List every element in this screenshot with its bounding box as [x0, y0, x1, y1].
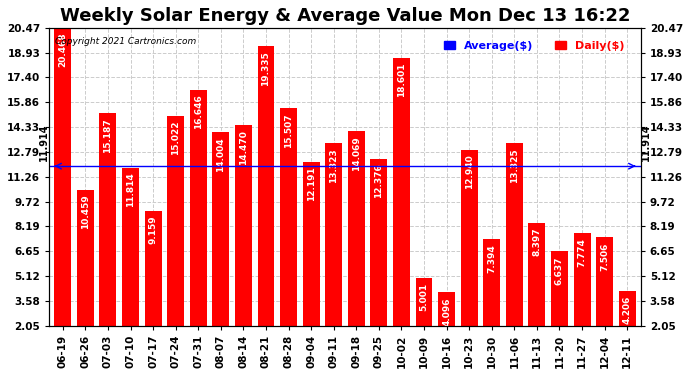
Text: 8.397: 8.397 — [533, 228, 542, 256]
Text: 12.940: 12.940 — [464, 154, 473, 189]
Title: Weekly Solar Energy & Average Value Mon Dec 13 16:22: Weekly Solar Energy & Average Value Mon … — [60, 7, 630, 25]
Bar — [325, 143, 342, 326]
Bar — [77, 190, 94, 326]
Bar — [506, 143, 523, 326]
Text: 6.637: 6.637 — [555, 256, 564, 285]
Bar — [551, 251, 568, 326]
Text: 18.601: 18.601 — [397, 63, 406, 98]
Bar — [438, 292, 455, 326]
Text: 7.394: 7.394 — [487, 244, 496, 273]
Bar — [483, 239, 500, 326]
Legend: Average($), Daily($): Average($), Daily($) — [440, 36, 629, 56]
Bar — [461, 150, 477, 326]
Text: 10.459: 10.459 — [81, 195, 90, 229]
Bar — [619, 291, 635, 326]
Bar — [415, 278, 433, 326]
Text: 15.022: 15.022 — [171, 121, 180, 155]
Bar — [371, 159, 387, 326]
Text: 5.001: 5.001 — [420, 283, 428, 311]
Text: 12.191: 12.191 — [306, 166, 315, 201]
Text: 4.206: 4.206 — [623, 296, 632, 324]
Text: 13.323: 13.323 — [329, 148, 338, 183]
Text: 14.004: 14.004 — [217, 137, 226, 172]
Bar — [55, 28, 71, 326]
Bar — [122, 168, 139, 326]
Text: Copyright 2021 Cartronics.com: Copyright 2021 Cartronics.com — [55, 37, 197, 46]
Text: 11.914: 11.914 — [641, 124, 651, 161]
Text: 7.774: 7.774 — [578, 238, 586, 267]
Text: 11.914: 11.914 — [39, 124, 49, 161]
Text: 13.325: 13.325 — [510, 148, 519, 183]
Bar — [303, 162, 319, 326]
Text: 4.096: 4.096 — [442, 297, 451, 326]
Text: 15.507: 15.507 — [284, 113, 293, 147]
Bar — [235, 125, 252, 326]
Bar — [280, 108, 297, 326]
Text: 7.506: 7.506 — [600, 242, 609, 271]
Text: 15.187: 15.187 — [104, 118, 112, 153]
Bar — [529, 223, 545, 326]
Bar — [167, 116, 184, 326]
Text: 14.069: 14.069 — [352, 136, 361, 171]
Bar — [596, 237, 613, 326]
Text: 20.468: 20.468 — [58, 33, 67, 68]
Bar — [145, 211, 161, 326]
Bar — [573, 233, 591, 326]
Text: 12.376: 12.376 — [375, 164, 384, 198]
Text: 11.814: 11.814 — [126, 172, 135, 207]
Text: 14.470: 14.470 — [239, 130, 248, 165]
Text: 9.159: 9.159 — [148, 216, 157, 244]
Bar — [257, 46, 275, 326]
Bar — [213, 132, 229, 326]
Bar — [99, 113, 117, 326]
Text: 19.335: 19.335 — [262, 51, 270, 86]
Text: 16.646: 16.646 — [194, 94, 203, 129]
Bar — [190, 90, 207, 326]
Bar — [393, 58, 410, 326]
Bar — [348, 131, 365, 326]
